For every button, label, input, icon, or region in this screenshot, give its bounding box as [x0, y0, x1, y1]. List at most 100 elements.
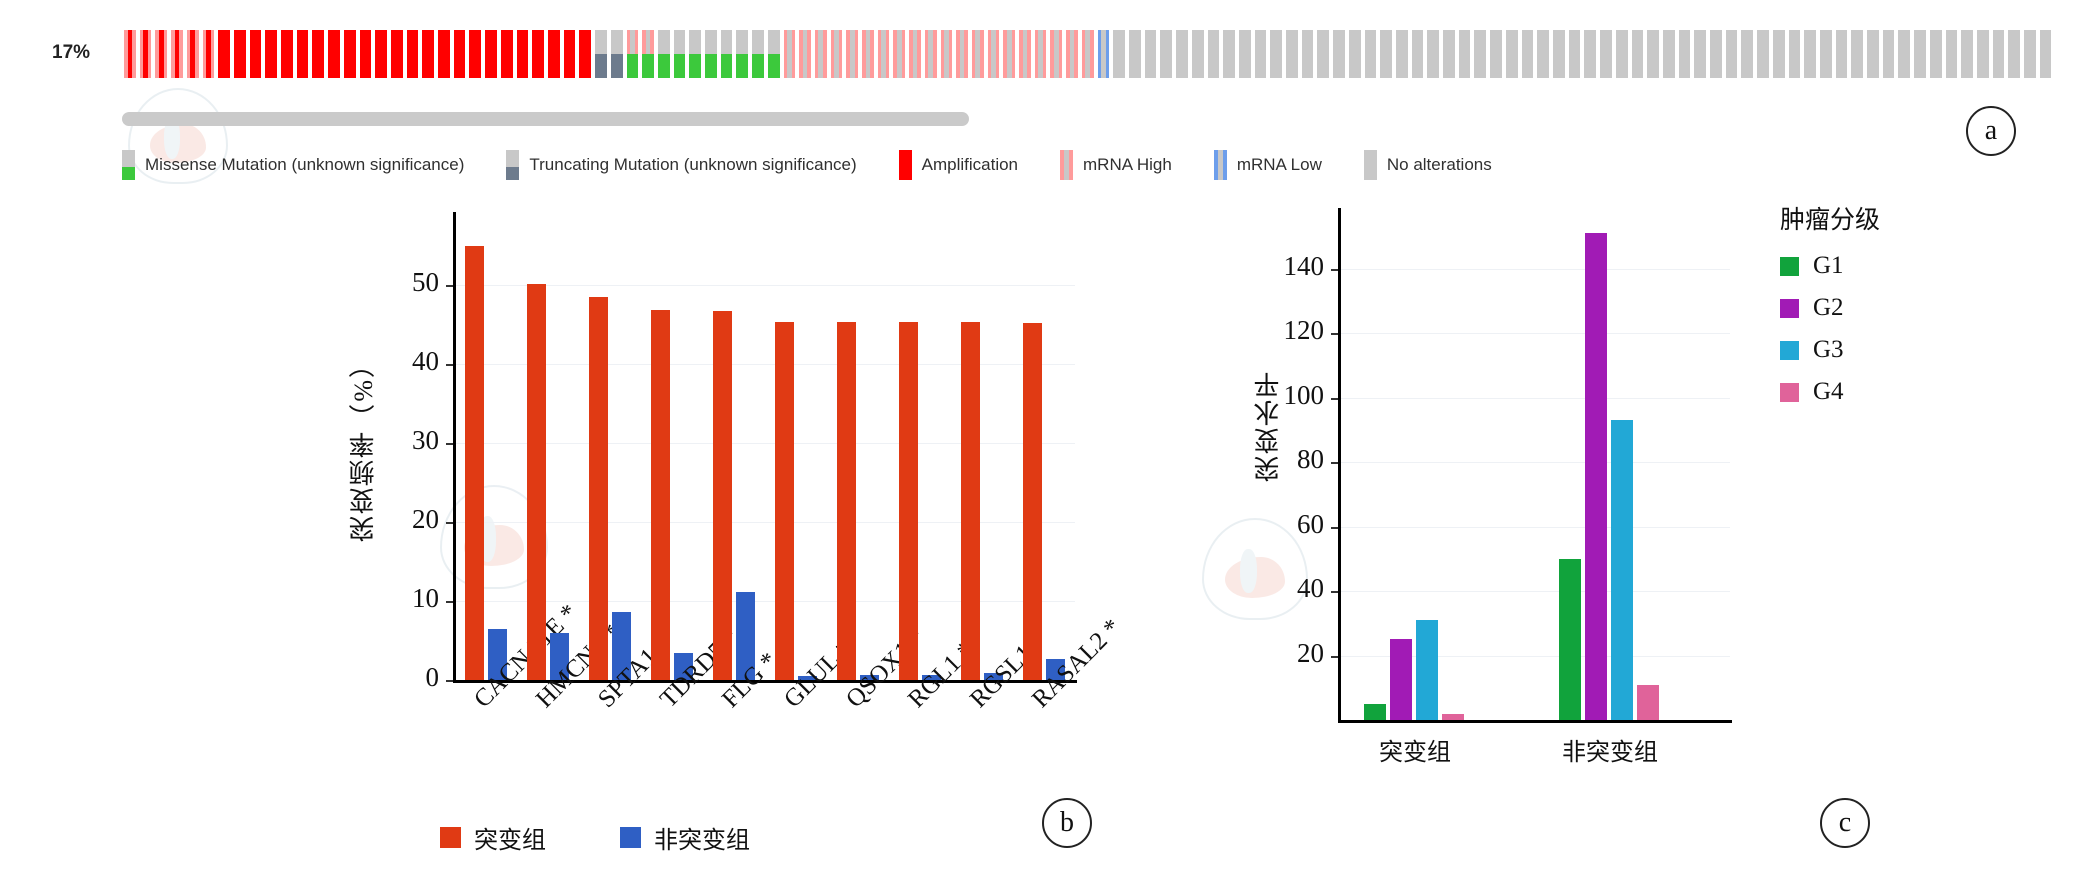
- legend-item-amplification[interactable]: Amplification: [898, 150, 1018, 180]
- oncoprint-cell[interactable]: [436, 30, 452, 78]
- oncoprint-cell[interactable]: [1817, 30, 1834, 78]
- oncoprint-cell[interactable]: [2037, 30, 2054, 78]
- oncoprint-cell[interactable]: [2022, 30, 2038, 78]
- oncoprint-cell[interactable]: [1425, 30, 1442, 78]
- oncoprint-cell[interactable]: [1409, 30, 1426, 78]
- oncoprint-cell[interactable]: [1598, 30, 1614, 78]
- oncoprint-cell[interactable]: [1833, 30, 1850, 78]
- oncoprint-cell[interactable]: [1346, 30, 1363, 78]
- oncoprint-cell[interactable]: [184, 30, 201, 78]
- oncoprint-cell[interactable]: [1488, 30, 1504, 78]
- oncoprint-cell[interactable]: [1221, 30, 1237, 78]
- oncoprint-track[interactable]: [122, 30, 2054, 78]
- legend-item-mrna-low[interactable]: mRNA Low: [1213, 150, 1322, 180]
- oncoprint-cell[interactable]: [200, 30, 217, 78]
- oncoprint-cell[interactable]: [655, 30, 672, 78]
- oncoprint-cell[interactable]: [1535, 30, 1551, 78]
- oncoprint-cell[interactable]: [1127, 30, 1143, 78]
- oncoprint-cell[interactable]: [703, 30, 719, 78]
- oncoprint-cell[interactable]: [797, 30, 813, 78]
- oncoprint-cell[interactable]: [1943, 30, 1960, 78]
- oncoprint-cell[interactable]: [1142, 30, 1159, 78]
- oncoprint-cell[interactable]: [781, 30, 798, 78]
- oncoprint-cell[interactable]: [1896, 30, 1913, 78]
- oncoprint-cell[interactable]: [734, 30, 751, 78]
- oncoprint-cell[interactable]: [216, 30, 232, 78]
- legend-item-G2[interactable]: G2: [1780, 294, 1880, 322]
- oncoprint-cell[interactable]: [1613, 30, 1630, 78]
- oncoprint-cell[interactable]: [1692, 30, 1709, 78]
- oncoprint-cell[interactable]: [122, 30, 138, 78]
- oncoprint-cell[interactable]: [828, 30, 845, 78]
- oncoprint-cell[interactable]: [624, 30, 641, 78]
- oncoprint-cell[interactable]: [326, 30, 342, 78]
- legend-item-no-alterations[interactable]: No alterations: [1363, 150, 1492, 180]
- legend-item-G4[interactable]: G4: [1780, 378, 1880, 406]
- oncoprint-cell[interactable]: [310, 30, 327, 78]
- oncoprint-cell[interactable]: [1205, 30, 1222, 78]
- oncoprint-cell[interactable]: [137, 30, 154, 78]
- oncoprint-cell[interactable]: [1519, 30, 1536, 78]
- oncoprint-cell[interactable]: [1393, 30, 1410, 78]
- oncoprint-cell[interactable]: [483, 30, 499, 78]
- oncoprint-cell[interactable]: [514, 30, 531, 78]
- oncoprint-cell[interactable]: [1236, 30, 1253, 78]
- oncoprint-cell[interactable]: [1064, 30, 1080, 78]
- oncoprint-cell[interactable]: [2006, 30, 2023, 78]
- oncoprint-cell[interactable]: [1268, 30, 1285, 78]
- oncoprint-cell[interactable]: [1284, 30, 1300, 78]
- oncoprint-cell[interactable]: [530, 30, 546, 78]
- oncoprint-cell[interactable]: [1048, 30, 1065, 78]
- oncoprint-cell[interactable]: [231, 30, 248, 78]
- oncoprint-cell[interactable]: [1079, 30, 1096, 78]
- oncoprint-cell[interactable]: [1927, 30, 1944, 78]
- oncoprint-cell[interactable]: [1708, 30, 1724, 78]
- oncoprint-cell[interactable]: [1723, 30, 1740, 78]
- oncoprint-cell[interactable]: [1645, 30, 1661, 78]
- oncoprint-cell[interactable]: [812, 30, 829, 78]
- oncoprint-cell[interactable]: [279, 30, 295, 78]
- oncoprint-cell[interactable]: [357, 30, 374, 78]
- oncoprint-cell[interactable]: [1095, 30, 1112, 78]
- oncoprint-cell[interactable]: [1990, 30, 2007, 78]
- oncoprint-cell[interactable]: [1802, 30, 1818, 78]
- oncoprint-cell[interactable]: [1001, 30, 1018, 78]
- oncoprint-cell[interactable]: [420, 30, 437, 78]
- oncoprint-cell[interactable]: [1660, 30, 1677, 78]
- oncoprint-cell[interactable]: [373, 30, 389, 78]
- oncoprint-scrollbar-thumb[interactable]: [122, 112, 969, 126]
- oncoprint-cell[interactable]: [1739, 30, 1756, 78]
- oncoprint-cell[interactable]: [765, 30, 782, 78]
- oncoprint-cell[interactable]: [1550, 30, 1567, 78]
- oncoprint-cell[interactable]: [1017, 30, 1033, 78]
- oncoprint-cell[interactable]: [1959, 30, 1975, 78]
- oncoprint-cell[interactable]: [1912, 30, 1928, 78]
- oncoprint-cell[interactable]: [1158, 30, 1175, 78]
- oncoprint-cell[interactable]: [1472, 30, 1489, 78]
- oncoprint-cell[interactable]: [875, 30, 892, 78]
- oncoprint-cell[interactable]: [263, 30, 280, 78]
- oncoprint-cell[interactable]: [1849, 30, 1866, 78]
- oncoprint-cell[interactable]: [1770, 30, 1787, 78]
- oncoprint-cell[interactable]: [922, 30, 939, 78]
- oncoprint-cell[interactable]: [593, 30, 609, 78]
- oncoprint-cell[interactable]: [1032, 30, 1049, 78]
- oncoprint-cell[interactable]: [969, 30, 986, 78]
- oncoprint-cell[interactable]: [1676, 30, 1693, 78]
- oncoprint-cell[interactable]: [1456, 30, 1473, 78]
- legend-item-truncating-mutation[interactable]: Truncating Mutation (unknown significanc…: [506, 150, 857, 180]
- oncoprint-cell[interactable]: [153, 30, 170, 78]
- oncoprint-cell[interactable]: [1880, 30, 1897, 78]
- oncoprint-cell[interactable]: [1629, 30, 1646, 78]
- oncoprint-cell[interactable]: [687, 30, 704, 78]
- oncoprint-cell[interactable]: [1582, 30, 1599, 78]
- oncoprint-cell[interactable]: [1378, 30, 1394, 78]
- oncoprint-cell[interactable]: [341, 30, 358, 78]
- oncoprint-cell[interactable]: [608, 30, 625, 78]
- legend-item-G1[interactable]: G1: [1780, 252, 1880, 280]
- oncoprint-cell[interactable]: [891, 30, 908, 78]
- legend-item-G3[interactable]: G3: [1780, 336, 1880, 364]
- oncoprint-cell[interactable]: [169, 30, 185, 78]
- legend-item-wildtype-group[interactable]: 非突变组: [620, 820, 750, 855]
- oncoprint-cell[interactable]: [404, 30, 421, 78]
